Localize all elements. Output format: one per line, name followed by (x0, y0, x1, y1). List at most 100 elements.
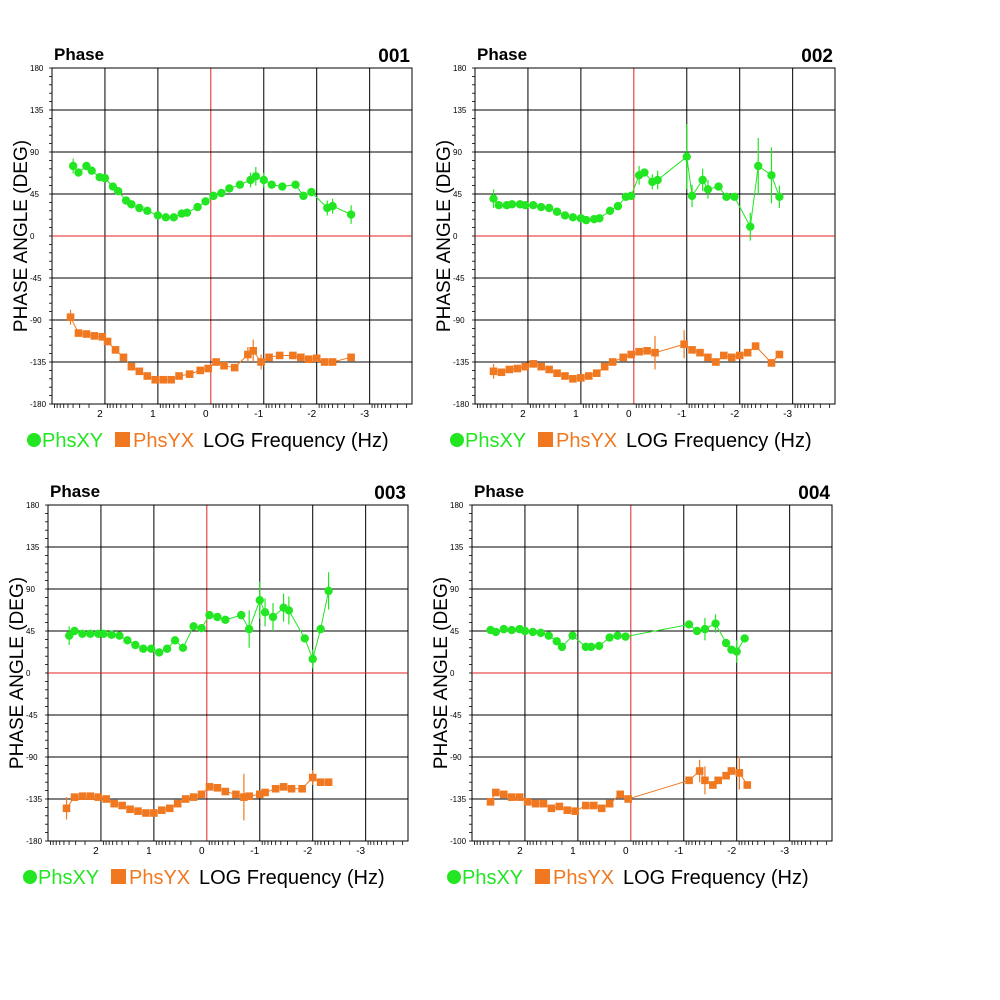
series-phsxy (489, 124, 784, 241)
y-tick-label: 90 (450, 585, 459, 594)
data-point (727, 353, 736, 362)
data-point (711, 619, 720, 628)
data-point (113, 187, 123, 196)
data-point (193, 202, 202, 212)
y-tick-label: 90 (26, 585, 35, 594)
data-point (115, 631, 124, 640)
y-tick-label: 0 (450, 669, 455, 678)
data-point (154, 648, 164, 657)
data-point (169, 213, 178, 222)
data-point (103, 337, 112, 346)
data-point (220, 361, 228, 370)
data-point (732, 647, 741, 656)
data-point (680, 340, 688, 349)
x-tick-label: -2 (307, 409, 316, 420)
legend-marker-yx (115, 432, 130, 447)
data-point (735, 769, 744, 777)
x-tick-label: -2 (303, 846, 312, 857)
y-tick-label: 0 (30, 232, 35, 241)
data-point (119, 353, 128, 362)
data-point (640, 168, 649, 177)
data-point (703, 185, 713, 194)
data-point (775, 350, 784, 359)
data-point (110, 799, 118, 808)
data-point (240, 793, 248, 801)
y-tick-label: -45 (26, 711, 38, 720)
data-point (698, 175, 707, 185)
data-point (544, 631, 553, 640)
data-point (746, 222, 755, 231)
data-point (544, 203, 554, 213)
y-axis-label: PHASE ANGLE (DEG) (431, 577, 452, 769)
x-axis-label: LOG Frequency (Hz) (626, 430, 812, 452)
data-point (624, 795, 632, 803)
data-point (328, 201, 337, 211)
series-phsyx (66, 309, 355, 384)
data-point (505, 365, 514, 374)
y-tick-label: -180 (30, 400, 47, 409)
panel-id: 001 (378, 46, 410, 67)
data-point (537, 362, 545, 371)
data-point (213, 612, 222, 622)
data-point (536, 628, 546, 638)
data-point (153, 211, 163, 220)
data-point (111, 346, 120, 354)
data-point (605, 799, 614, 808)
data-point (304, 355, 313, 363)
data-point (489, 367, 498, 376)
data-point (552, 207, 562, 216)
data-point (150, 809, 158, 817)
data-point (235, 180, 245, 189)
data-point (569, 375, 577, 383)
data-point (143, 206, 152, 215)
y-tick-label: -45 (453, 274, 465, 283)
data-point (78, 629, 87, 638)
data-point (189, 622, 198, 631)
data-point (291, 180, 300, 189)
x-tick-label: 0 (203, 409, 209, 420)
data-point (621, 632, 630, 641)
legend-label-yx: PhsYX (553, 867, 614, 889)
data-point (492, 788, 500, 797)
data-point (767, 359, 776, 367)
data-point (696, 348, 704, 357)
legend-label-xy: PhsXY (462, 867, 523, 889)
data-point (515, 793, 524, 801)
data-point (507, 793, 516, 801)
data-point (298, 784, 306, 793)
y-tick-label: 135 (30, 106, 44, 115)
data-point (205, 783, 214, 791)
x-tick-label: 1 (570, 846, 576, 857)
x-tick-label: -3 (356, 846, 365, 857)
y-tick-label: -90 (26, 753, 38, 762)
data-point (712, 358, 720, 366)
y-tick-label: -135 (450, 795, 467, 804)
data-point (284, 606, 294, 615)
data-point (687, 191, 697, 201)
data-point (312, 354, 321, 363)
data-point (494, 201, 504, 210)
data-point (619, 353, 628, 362)
legend-label-yx: PhsYX (133, 430, 194, 452)
data-point (585, 372, 593, 380)
data-point (127, 362, 136, 371)
data-point (255, 596, 264, 605)
data-point (297, 353, 305, 362)
data-point (251, 172, 261, 181)
data-point (74, 329, 83, 337)
y-tick-label: 180 (450, 501, 464, 510)
data-point (608, 358, 617, 366)
legend-label-xy: PhsXY (42, 430, 103, 452)
x-tick-label: 1 (573, 409, 579, 420)
data-point (545, 365, 553, 374)
data-point (489, 194, 498, 203)
data-point (99, 629, 108, 638)
y-tick-label: -135 (30, 358, 47, 367)
y-tick-label: -45 (450, 711, 462, 720)
data-point (743, 348, 752, 357)
data-point (289, 351, 297, 360)
data-point (547, 804, 556, 813)
data-point (287, 784, 296, 793)
data-point (586, 642, 596, 652)
